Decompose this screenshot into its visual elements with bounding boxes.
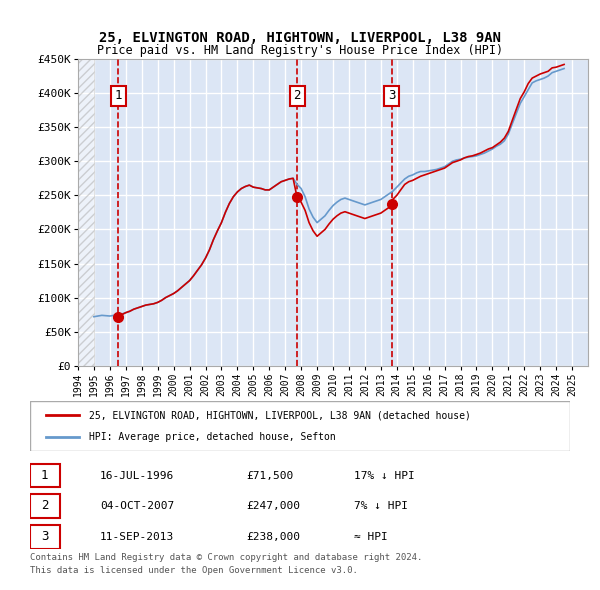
Text: ≈ HPI: ≈ HPI	[354, 532, 388, 542]
Text: 2: 2	[41, 499, 49, 512]
FancyBboxPatch shape	[30, 494, 60, 517]
Text: £247,000: £247,000	[246, 501, 300, 511]
Text: 17% ↓ HPI: 17% ↓ HPI	[354, 471, 415, 480]
Text: £238,000: £238,000	[246, 532, 300, 542]
FancyBboxPatch shape	[30, 525, 60, 549]
Text: £71,500: £71,500	[246, 471, 293, 480]
Text: 1: 1	[41, 469, 49, 482]
Text: 11-SEP-2013: 11-SEP-2013	[100, 532, 175, 542]
Text: 16-JUL-1996: 16-JUL-1996	[100, 471, 175, 480]
Text: 2: 2	[293, 89, 301, 102]
Text: 3: 3	[41, 530, 49, 543]
Text: Price paid vs. HM Land Registry's House Price Index (HPI): Price paid vs. HM Land Registry's House …	[97, 44, 503, 57]
Text: 3: 3	[388, 89, 395, 102]
Text: 1: 1	[115, 89, 122, 102]
Bar	[78, 59, 94, 366]
FancyBboxPatch shape	[30, 401, 570, 451]
Text: 04-OCT-2007: 04-OCT-2007	[100, 501, 175, 511]
Text: 25, ELVINGTON ROAD, HIGHTOWN, LIVERPOOL, L38 9AN (detached house): 25, ELVINGTON ROAD, HIGHTOWN, LIVERPOOL,…	[89, 410, 471, 420]
Text: 25, ELVINGTON ROAD, HIGHTOWN, LIVERPOOL, L38 9AN: 25, ELVINGTON ROAD, HIGHTOWN, LIVERPOOL,…	[99, 31, 501, 45]
Text: HPI: Average price, detached house, Sefton: HPI: Average price, detached house, Seft…	[89, 432, 336, 442]
Text: This data is licensed under the Open Government Licence v3.0.: This data is licensed under the Open Gov…	[30, 566, 358, 575]
Text: Contains HM Land Registry data © Crown copyright and database right 2024.: Contains HM Land Registry data © Crown c…	[30, 553, 422, 562]
Text: 7% ↓ HPI: 7% ↓ HPI	[354, 501, 408, 511]
FancyBboxPatch shape	[30, 464, 60, 487]
